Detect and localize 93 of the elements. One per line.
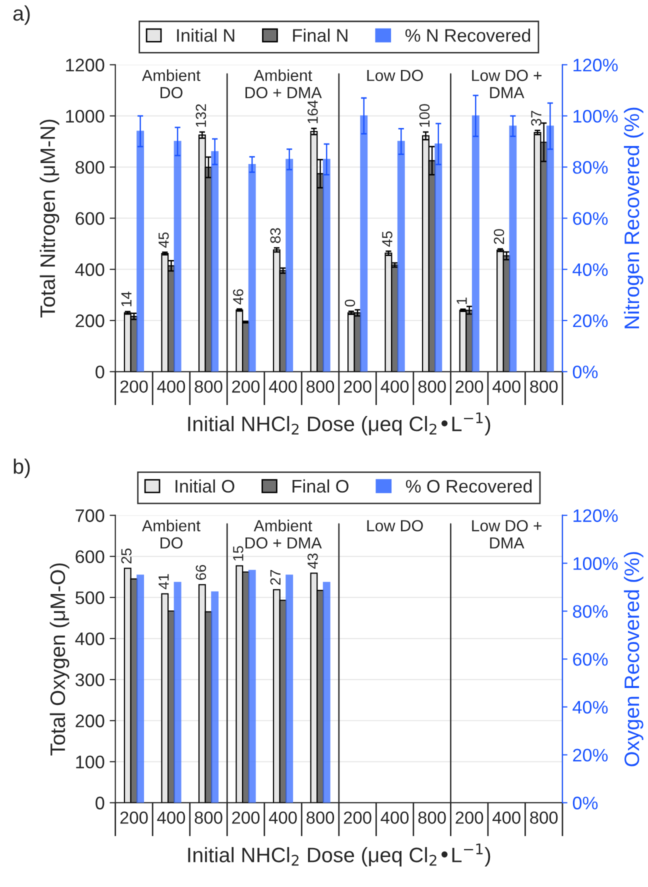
y-axis-title: Total Nitrogen (μM-N)	[40, 120, 60, 318]
y-tick-label: 100	[76, 756, 104, 768]
legend-label: Final N	[293, 28, 348, 42]
x-tick-label: 200	[456, 380, 484, 393]
x-tick-label: 200	[120, 380, 148, 393]
x-tick-label: 800	[418, 812, 446, 824]
y-tick-label: 600	[76, 212, 104, 225]
legend-label: Initial N	[177, 28, 234, 42]
annotation: 0	[344, 300, 356, 307]
x-tick-label: 800	[194, 812, 222, 824]
x-tick-label: 400	[380, 380, 409, 393]
y2-tick-label: 120%	[574, 509, 618, 522]
y-tick-label: 300	[75, 674, 104, 686]
y2-tick-label: 100%	[574, 110, 618, 123]
annotation: 132	[196, 104, 206, 127]
y2-tick-label: 80%	[572, 605, 608, 618]
annotation: 164	[308, 100, 318, 124]
y2-tick-label: 100%	[574, 557, 618, 570]
x-axis-title: Initial NHCl$_{2}$ Dose (μeq Cl$_{2}$•L$^{−1}$)	[188, 412, 490, 436]
annotation: 20	[494, 229, 504, 244]
x-tick-label: 200	[232, 812, 260, 824]
y2-tick-label: 60%	[573, 212, 608, 225]
y-axis-title: Total Oxygen (μM-O)	[50, 563, 70, 756]
annotation: Ambient DO + DMA	[245, 520, 322, 549]
y2-tick-label: 40%	[572, 700, 608, 714]
legend-label: % N Recovered	[405, 28, 530, 42]
x-tick-label: 200	[232, 380, 260, 393]
annotation: 45	[382, 231, 392, 247]
y-tick-label: 0	[96, 366, 104, 378]
y-tick-label: 0	[96, 796, 104, 810]
x-tick-label: 800	[530, 812, 558, 824]
y-tick-label: 500	[76, 591, 104, 604]
x-tick-label: 800	[306, 812, 334, 824]
annotation: 27	[270, 570, 280, 585]
y-tick-label: 200	[76, 714, 104, 728]
x-tick-label: 400	[268, 380, 297, 393]
y-tick-label: 600	[76, 550, 104, 564]
x-tick-label: 800	[418, 380, 446, 393]
annotation: 1	[456, 298, 467, 304]
x-tick-label: 400	[492, 812, 520, 824]
x-tick-label: 800	[194, 380, 222, 393]
y-tick-label: 700	[76, 509, 104, 522]
chart-title: b)	[14, 458, 30, 478]
y2-tick-label: 40%	[572, 263, 608, 276]
y2-tick-label: 120%	[574, 58, 618, 72]
x-tick-label: 200	[456, 812, 484, 824]
y-tick-label: 400	[75, 632, 104, 646]
chart-title: a)	[13, 5, 30, 25]
annotation: 43	[308, 553, 318, 569]
legend-label: % O Recovered	[406, 479, 532, 493]
x-tick-label: 200	[344, 380, 372, 393]
legend-label: Initial O	[176, 479, 234, 493]
y2-tick-label: 60%	[573, 652, 608, 666]
annotation: Low DO + DMA	[472, 520, 542, 548]
x-tick-label: 200	[344, 812, 372, 824]
x-tick-label: 400	[157, 380, 186, 393]
y2-tick-label: 20%	[573, 314, 608, 328]
x-tick-label: 400	[380, 812, 409, 824]
annotation: 41	[158, 574, 169, 590]
annotation: 37	[531, 110, 542, 126]
annotation: Ambient DO	[142, 520, 200, 549]
x-tick-label: 400	[157, 812, 186, 824]
y-tick-label: 800	[76, 160, 104, 174]
y2-axis-title: Nitrogen Recovered (%)	[624, 108, 644, 328]
annotation: 83	[270, 228, 281, 244]
annotation: 66	[196, 564, 206, 580]
y2-tick-label: 80%	[572, 160, 608, 174]
y2-tick-label: 20%	[573, 748, 608, 762]
annotation: Ambient DO + DMA	[245, 69, 322, 98]
x-tick-label: 800	[306, 380, 334, 393]
annotation: 15	[233, 546, 244, 561]
y-tick-label: 1200	[66, 58, 104, 72]
x-tick-label: 400	[492, 380, 520, 393]
x-tick-label: 800	[530, 380, 558, 393]
x-axis-title: Initial NHCl$_{2}$ Dose (μeq Cl$_{2}$•L$^{−1}$)	[188, 844, 490, 866]
legend-label: Final O	[292, 479, 348, 493]
annotation: Low DO	[367, 520, 423, 532]
annotation: Low DO	[367, 70, 423, 82]
annotation: 100	[419, 104, 430, 127]
y-tick-label: 400	[75, 263, 104, 276]
x-tick-label: 200	[120, 812, 148, 824]
y-tick-label: 200	[76, 314, 104, 328]
y2-tick-label: 0%	[572, 796, 598, 810]
y-tick-label: 1000	[66, 110, 104, 123]
annotation: Ambient DO	[142, 69, 200, 98]
x-tick-label: 400	[268, 812, 297, 824]
annotation: 25	[121, 548, 132, 564]
annotation: 45	[158, 232, 169, 248]
y2-tick-label: 0%	[572, 366, 598, 378]
annotation: 14	[121, 292, 132, 306]
annotation: Low DO + DMA	[472, 70, 542, 98]
annotation: 46	[233, 289, 244, 304]
y2-axis-title: Oxygen Recovered (%)	[624, 552, 644, 766]
